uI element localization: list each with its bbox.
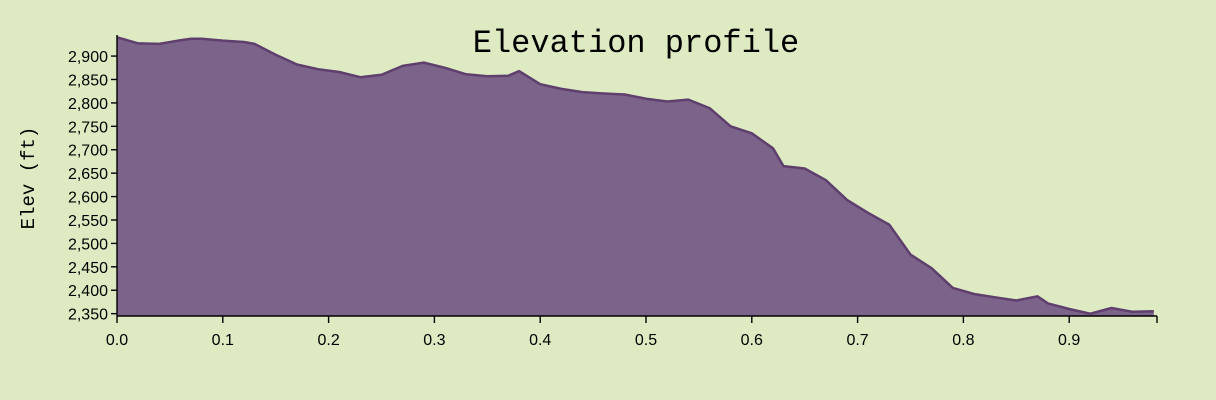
y-tick-label: 2,800 — [68, 96, 108, 113]
y-tick-label: 2,700 — [68, 143, 108, 160]
x-axis: 0.0 0.1 0.2 0.3 0.4 0.5 0.6 0.7 0.8 0.9 — [106, 315, 1158, 349]
x-tick-label: 0.8 — [952, 332, 974, 349]
y-tick-label: 2,600 — [68, 190, 108, 207]
y-tick-label: 2,350 — [68, 307, 108, 324]
x-tick-label: 0.2 — [317, 332, 339, 349]
area-outline — [116, 36, 1154, 315]
y-tick-label: 2,750 — [68, 119, 108, 136]
y-tick-label: 2,550 — [68, 213, 108, 230]
y-tick-label: 2,900 — [68, 49, 108, 66]
x-tick-label: 0.5 — [635, 332, 657, 349]
y-axis-label: Elev (ft) — [18, 127, 40, 230]
y-tick-label: 2,450 — [68, 260, 108, 277]
x-tick-label: 0.9 — [1058, 332, 1080, 349]
x-tick-label: 0.1 — [212, 332, 234, 349]
y-axis: 2,350 2,400 2,450 2,500 2,550 2,600 2,650 2,700… — [68, 35, 118, 324]
chart-title: Elevation profile — [473, 25, 799, 62]
x-tick-label: 0.3 — [423, 332, 445, 349]
y-tick-label: 2,650 — [68, 166, 108, 183]
x-tick-label: 0.6 — [741, 332, 763, 349]
area-fill — [117, 37, 1154, 317]
x-tick-label: 0.7 — [846, 332, 868, 349]
x-tick-label: 0.0 — [106, 332, 128, 349]
y-tick-label: 2,850 — [68, 72, 108, 89]
area-series — [116, 36, 1154, 317]
y-tick-label: 2,500 — [68, 236, 108, 253]
x-tick-label: 0.4 — [529, 332, 551, 349]
y-tick-label: 2,400 — [68, 283, 108, 300]
